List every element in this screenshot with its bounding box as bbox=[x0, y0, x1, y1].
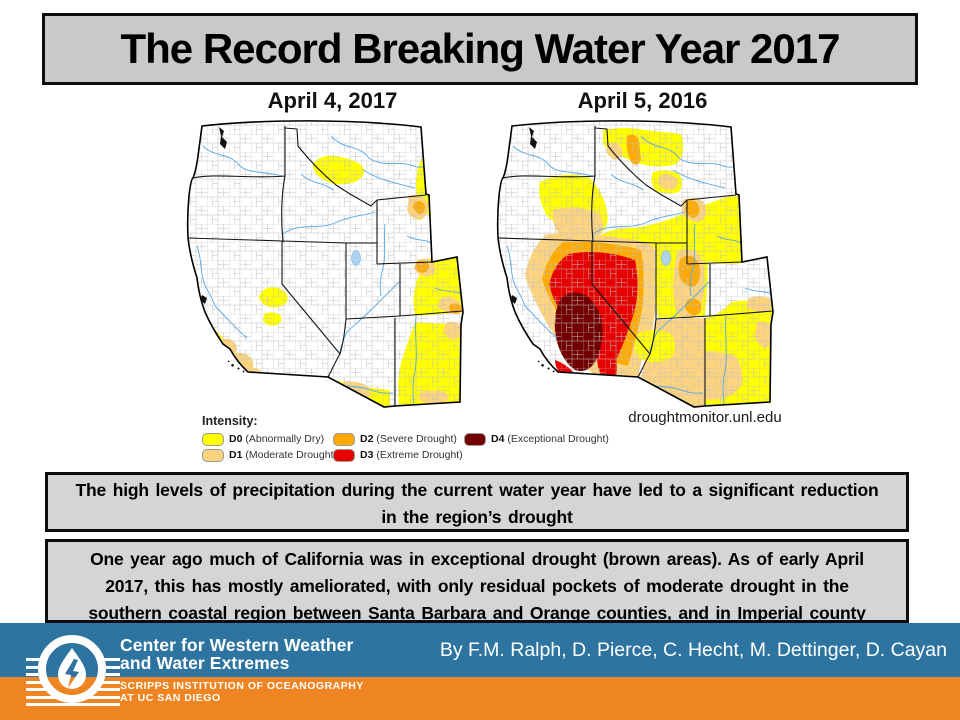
map-caption-2017: April 4, 2017 bbox=[267, 88, 398, 113]
callout-2-line-3: southern coastal region between Santa Ba… bbox=[88, 603, 866, 623]
callout-california: One year ago much of California was in e… bbox=[45, 539, 909, 623]
logo-ring bbox=[38, 635, 106, 703]
legend-item-D1: D1 (Moderate Drought) bbox=[202, 447, 337, 463]
org-subtitle-line-2: AT UC SAN DIEGO bbox=[120, 691, 221, 704]
legend-item-D0: D0 (Abnormally Dry) bbox=[202, 431, 333, 447]
callout-2-line-1: One year ago much of California was in e… bbox=[90, 549, 864, 569]
title-box: The Record Breaking Water Year 2017 bbox=[42, 13, 918, 85]
drought-map-2017 bbox=[185, 116, 480, 416]
legend-item-D4: D4 (Exceptional Drought) bbox=[464, 431, 609, 447]
legend-label-D2: D2 (Severe Drought) bbox=[360, 433, 457, 445]
org-name-line-1: Center for Western Weather bbox=[120, 635, 354, 655]
cw3e-logo bbox=[24, 628, 124, 718]
org-subtitle-line-1: SCRIPPS INSTITUTION OF OCEANOGRAPHY bbox=[120, 680, 364, 692]
map-caption-2016: April 5, 2016 bbox=[577, 88, 708, 113]
footer-band-blue bbox=[0, 623, 960, 677]
legend-label-D4: D4 (Exceptional Drought) bbox=[491, 433, 609, 445]
callout-2-line-2: 2017, this has mostly ameliorated, with … bbox=[105, 576, 849, 596]
legend-item-D2: D2 (Severe Drought) bbox=[333, 431, 464, 447]
legend-swatch-D2 bbox=[333, 432, 355, 446]
source-credit: droughtmonitor.unl.edu bbox=[628, 409, 782, 426]
org-name-line-2: and Water Extremes bbox=[120, 653, 290, 673]
legend-label-D1: D1 (Moderate Drought) bbox=[229, 449, 337, 461]
legend-swatch-D4 bbox=[464, 432, 486, 446]
callout-1-line-1: The high levels of precipitation during … bbox=[75, 480, 879, 500]
legend-label-D0: D0 (Abnormally Dry) bbox=[229, 433, 325, 445]
legend-swatch-D3 bbox=[333, 448, 355, 462]
authors-attribution: By F.M. Ralph, D. Pierce, C. Hecht, M. D… bbox=[439, 638, 947, 661]
callout-1-line-2: in the region’s drought bbox=[381, 507, 573, 527]
drought-map-2016 bbox=[495, 116, 790, 416]
org-name: Center for Western Weather and Water Ext… bbox=[120, 636, 353, 672]
legend-label-D3: D3 (Extreme Drought) bbox=[360, 449, 463, 461]
org-subtitle: SCRIPPS INSTITUTION OF OCEANOGRAPHY AT U… bbox=[120, 680, 364, 704]
legend-swatch-D1 bbox=[202, 448, 224, 462]
legend-title: Intensity: bbox=[202, 414, 258, 428]
legend-item-D3: D3 (Extreme Drought) bbox=[333, 447, 464, 463]
legend-swatch-D0 bbox=[202, 432, 224, 446]
callout-precipitation: The high levels of precipitation during … bbox=[45, 472, 909, 532]
logo-stripe bbox=[26, 703, 120, 707]
water-drop-lightning-icon bbox=[58, 648, 86, 689]
legend-grid: D0 (Abnormally Dry) D1 (Moderate Drought)… bbox=[202, 431, 609, 463]
drought-legend: Intensity: D0 (Abnormally Dry) D1 (Modera… bbox=[202, 414, 609, 463]
footer-band-orange bbox=[0, 677, 960, 720]
slide-title: The Record Breaking Water Year 2017 bbox=[120, 25, 840, 72]
